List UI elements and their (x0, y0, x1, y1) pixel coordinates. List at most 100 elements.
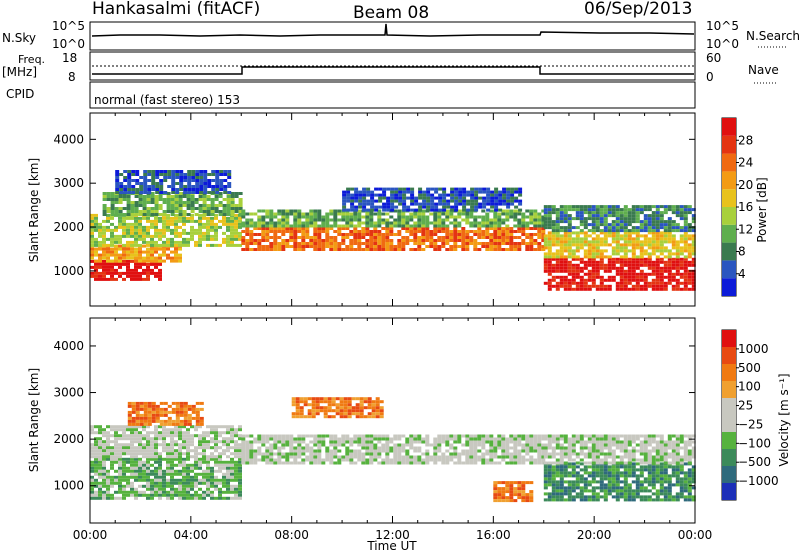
power-cell (671, 257, 676, 261)
power-cell (421, 230, 426, 233)
velocity-cell (186, 478, 190, 482)
power-cell (186, 243, 190, 247)
power-cell (537, 218, 542, 222)
velocity-cell (273, 443, 278, 447)
power-cell (583, 260, 588, 264)
power-cell (647, 263, 652, 267)
power-cell (599, 249, 604, 253)
power-cell (571, 249, 576, 253)
velocity-cell (265, 446, 270, 450)
velocity-cell (190, 449, 194, 453)
power-cell (245, 221, 250, 225)
power-cell (655, 281, 660, 285)
velocity-cell (195, 419, 200, 423)
velocity-cell (481, 443, 486, 447)
velocity-cell (369, 446, 374, 450)
power-cell (421, 236, 426, 239)
power-cell (611, 211, 616, 215)
velocity-cell (90, 484, 94, 488)
velocity-cell (194, 490, 198, 494)
power-cell (162, 213, 167, 216)
power-cell (182, 243, 186, 247)
power-cell (623, 263, 628, 267)
velocity-cell (369, 443, 374, 447)
velocity-cell (567, 474, 572, 478)
power-cell (102, 231, 106, 235)
power-cell (514, 190, 519, 194)
power-cell (418, 205, 423, 209)
power-cell (505, 209, 510, 213)
power-cell (513, 248, 518, 251)
power-cell (378, 187, 383, 191)
power-cell (110, 195, 115, 198)
power-cell (563, 263, 568, 267)
power-cell (171, 182, 176, 185)
power-cell (615, 217, 620, 221)
velocity-cell (509, 496, 514, 500)
power-cell (238, 213, 243, 216)
power-cell (195, 185, 200, 188)
velocity-cell (303, 403, 308, 407)
velocity-cell (449, 443, 454, 447)
power-cell (361, 236, 366, 239)
velocity-cell (339, 403, 344, 407)
power-cell (122, 231, 126, 235)
power-cell (146, 268, 150, 272)
power-cell (265, 227, 270, 230)
power-cell (218, 213, 223, 216)
power-cell (615, 234, 620, 238)
power-cell (529, 218, 534, 222)
velocity-cell (257, 440, 262, 444)
velocity-cell (214, 425, 218, 429)
power-cell (679, 263, 684, 267)
power-cell (529, 239, 534, 242)
power-cell (142, 231, 146, 235)
power-cell (135, 173, 140, 176)
power-cell (202, 201, 207, 204)
power-cell (305, 227, 310, 230)
power-cell (591, 272, 596, 276)
velocity-cell (147, 401, 152, 405)
velocity-cell (94, 460, 98, 464)
power-cell (635, 257, 640, 261)
power-cell (683, 272, 688, 276)
velocity-cell (517, 461, 522, 465)
velocity-cell (477, 455, 482, 459)
power-cell (635, 220, 640, 224)
power-cell (409, 218, 414, 222)
velocity-cell (238, 455, 242, 459)
power-cell (190, 204, 195, 207)
power-cell (130, 277, 134, 281)
velocity-cell (465, 461, 470, 465)
power-cell (158, 198, 163, 201)
power-cell (273, 224, 278, 228)
power-cell (337, 248, 342, 251)
power-cell (269, 245, 274, 248)
velocity-cell (505, 484, 510, 488)
velocity-cell (142, 490, 146, 494)
velocity-cell (525, 449, 530, 453)
velocity-cell (134, 440, 138, 444)
power-cell (454, 205, 459, 209)
power-cell (309, 215, 314, 219)
velocity-cell (413, 434, 418, 438)
power-cell (245, 218, 250, 222)
power-cell (325, 233, 330, 236)
power-cell (170, 240, 174, 244)
power-cell (142, 204, 147, 207)
power-cell (154, 213, 159, 216)
noise-strip-frame (89, 21, 696, 51)
velocity-cell (170, 469, 174, 473)
power-cell (687, 255, 692, 259)
velocity-cell (433, 449, 438, 453)
power-cell (462, 193, 467, 197)
velocity-cell (563, 486, 568, 490)
power-cell (461, 239, 466, 242)
power-cell (110, 234, 114, 238)
power-cell (370, 208, 375, 212)
power-cell (230, 204, 235, 207)
power-cell (174, 207, 179, 210)
velocity-cell (114, 496, 118, 500)
velocity-cell (365, 446, 370, 450)
power-cell (571, 231, 576, 235)
